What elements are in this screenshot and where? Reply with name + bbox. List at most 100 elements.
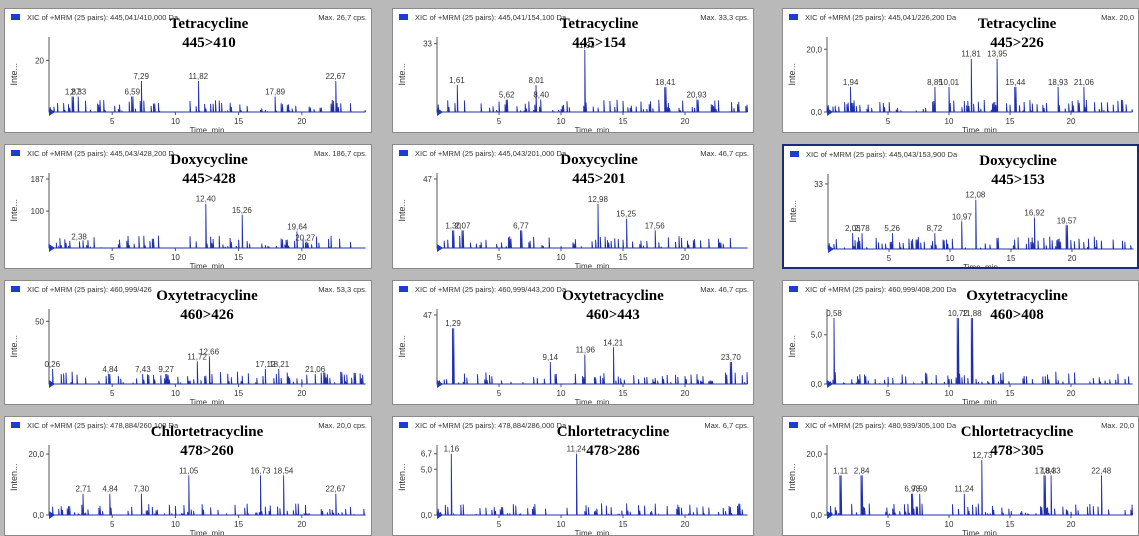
peak-label: 12,40: [196, 195, 217, 204]
compound-name: Oxytetracycline: [562, 288, 664, 304]
y-tick-label: 0,0: [811, 511, 823, 520]
x-tick-label: 5: [887, 254, 892, 263]
peak-label: 11,24: [954, 485, 974, 494]
xic-panel[interactable]: XIC of +MRM (25 pairs): 478,884/286,000 …: [392, 416, 754, 536]
peak-label: 22,48: [1091, 466, 1112, 475]
peak-label: 0,26: [44, 360, 60, 369]
peak-label: 17,12: [255, 360, 276, 369]
panel-header: XIC of +MRM (25 pairs): 460,999/426 Max. …: [5, 281, 371, 301]
xic-header-text: XIC of +MRM (25 pairs): 445,043/201,000 …: [415, 149, 567, 158]
xic-header-text: XIC of +MRM (25 pairs): 445,041/226,200 …: [805, 13, 957, 22]
chromatogram-trace: [48, 203, 366, 249]
peak-label: 1,61: [449, 76, 465, 85]
peak-label: 9,14: [543, 353, 559, 362]
y-axis-label: Inte...: [787, 335, 797, 358]
peak-label: 21,06: [1074, 78, 1095, 87]
chromatogram-plot: Inte... 50 5 10 15 20 Time, min 0,26 4,84 7,43 9,2…: [9, 309, 366, 404]
peak-label: 2,78: [854, 224, 870, 233]
peak-label: 9,27: [158, 365, 174, 374]
xic-panel[interactable]: XIC of +MRM (25 pairs): 445,043/153,900 …: [782, 144, 1139, 269]
x-tick-label: 15: [619, 520, 628, 529]
x-tick-label: 20: [297, 253, 306, 262]
xic-header-text: XIC of +MRM (25 pairs): 480,939/305,100 …: [805, 421, 957, 430]
compound-title: Tetracycline 445>410: [129, 15, 289, 53]
mrm-transition: 445>154: [572, 35, 626, 51]
xic-header-text: XIC of +MRM (25 pairs): 460,999/426: [27, 285, 152, 294]
peak-label: 18,93: [1048, 78, 1069, 87]
xic-panel[interactable]: XIC of +MRM (25 pairs): 460,999/426 Max. …: [4, 280, 372, 405]
trace-color-marker-icon: [399, 422, 408, 428]
max-intensity-label: Max. 53,3 cps.: [318, 285, 367, 294]
compound-name: Chlortetracycline: [556, 424, 670, 440]
peak-label: 7,29: [133, 72, 149, 81]
xic-panel[interactable]: XIC of +MRM (25 pairs): 478,884/260,100 …: [4, 416, 372, 536]
compound-name: Tetracycline: [977, 16, 1057, 32]
chromatogram-plot: Inte... 47 5 10 15 20 Time, min 1,29 9,14 11,96 14…: [397, 309, 749, 404]
peak-label: 1,11: [833, 466, 849, 475]
peak-label: 2,07: [455, 221, 471, 230]
peak-label: 1,87: [65, 87, 81, 96]
chromatogram-trace: [49, 356, 366, 385]
x-tick-label: 15: [1006, 389, 1015, 398]
panel-header: XIC of +MRM (25 pairs): 445,041/410,000 …: [5, 9, 371, 29]
xic-panel[interactable]: XIC of +MRM (25 pairs): 480,939/305,100 …: [782, 416, 1139, 536]
compound-title: Tetracycline 445>226: [937, 15, 1097, 53]
peak-label: 10,01: [939, 78, 960, 87]
peak-label: 23,70: [721, 353, 742, 362]
xic-panel[interactable]: XIC of +MRM (25 pairs): 445,043/201,000 …: [392, 144, 754, 269]
y-tick-label: 0,0: [421, 511, 433, 520]
compound-name: Doxycycline: [170, 152, 248, 168]
mrm-transition: 478>286: [586, 443, 640, 459]
x-axis-label: Time, min: [962, 529, 997, 536]
x-tick-label: 20: [1067, 117, 1076, 126]
peak-label: 5,62: [499, 91, 515, 100]
xic-panel[interactable]: XIC of +MRM (25 pairs): 460,999/408,200 …: [782, 280, 1139, 405]
max-intensity-label: Max. 20,0: [1101, 421, 1134, 430]
peak-label: 11,05: [179, 466, 199, 475]
x-tick-label: 20: [1067, 389, 1076, 398]
xic-panel[interactable]: XIC of +MRM (25 pairs): 460,999/443,200 …: [392, 280, 754, 405]
mrm-transition: 445>226: [990, 35, 1044, 51]
trace-color-marker-icon: [399, 150, 408, 156]
peak-label: 8,40: [533, 91, 549, 100]
x-tick-label: 15: [1006, 520, 1015, 529]
x-tick-label: 20: [1067, 520, 1076, 529]
x-tick-label: 20: [1068, 254, 1077, 263]
x-tick-label: 15: [234, 253, 243, 262]
panel-header: XIC of +MRM (25 pairs): 445,043/428,200 …: [5, 145, 371, 165]
chromatogram-trace: [437, 49, 749, 113]
xic-panel[interactable]: XIC of +MRM (25 pairs): 445,043/428,200 …: [4, 144, 372, 269]
mrm-transition: 445>428: [182, 171, 236, 187]
chromatogram-plot: Inte... 20 5 10 15 20 Time, min 1,872,33 6,59 7,2…: [9, 37, 367, 132]
x-tick-label: 20: [681, 520, 690, 529]
xic-panel[interactable]: XIC of +MRM (25 pairs): 445,041/154,100 …: [392, 8, 754, 133]
chromatogram-plot: Inte... 20,0 0,0 5 10 15 20 Time, min 1,94 8,8510…: [787, 37, 1134, 133]
x-axis-label: Time, min: [962, 126, 997, 133]
peak-label: 11,93: [575, 41, 595, 50]
max-intensity-label: Max. 186,7 cps.: [314, 149, 367, 158]
xic-panel[interactable]: XIC of +MRM (25 pairs): 445,041/410,000 …: [4, 8, 372, 133]
x-tick-label: 20: [681, 389, 690, 398]
trace-color-marker-icon: [11, 14, 20, 20]
chromatogram-trace: [827, 460, 1134, 516]
panel-header: XIC of +MRM (25 pairs): 478,884/286,000 …: [393, 417, 753, 437]
chromatogram-trace: [48, 475, 366, 516]
panel-header: XIC of +MRM (25 pairs): 460,999/443,200 …: [393, 281, 753, 301]
compound-name: Chlortetracycline: [150, 424, 264, 440]
peak-label: 1,30: [445, 221, 461, 230]
x-axis-label: Time, min: [575, 262, 610, 269]
xic-panel[interactable]: XIC of +MRM (25 pairs): 445,041/226,200 …: [782, 8, 1139, 133]
peak-label: 7,43: [135, 365, 151, 374]
peak-label: 11,72: [187, 352, 207, 361]
x-tick-label: 15: [619, 117, 628, 126]
x-tick-label: 10: [945, 520, 954, 529]
compound-name: Doxycycline: [560, 152, 638, 168]
peak-label: 16,73: [250, 466, 271, 475]
trace-color-marker-icon: [11, 150, 20, 156]
peak-label: 22,67: [326, 485, 347, 494]
peak-label: 1,94: [843, 78, 859, 87]
x-tick-label: 5: [110, 520, 115, 529]
peak-label: 12,73: [972, 451, 993, 460]
panel-header: XIC of +MRM (25 pairs): 445,041/226,200 …: [783, 9, 1138, 29]
peak-label: 5,26: [884, 224, 900, 233]
